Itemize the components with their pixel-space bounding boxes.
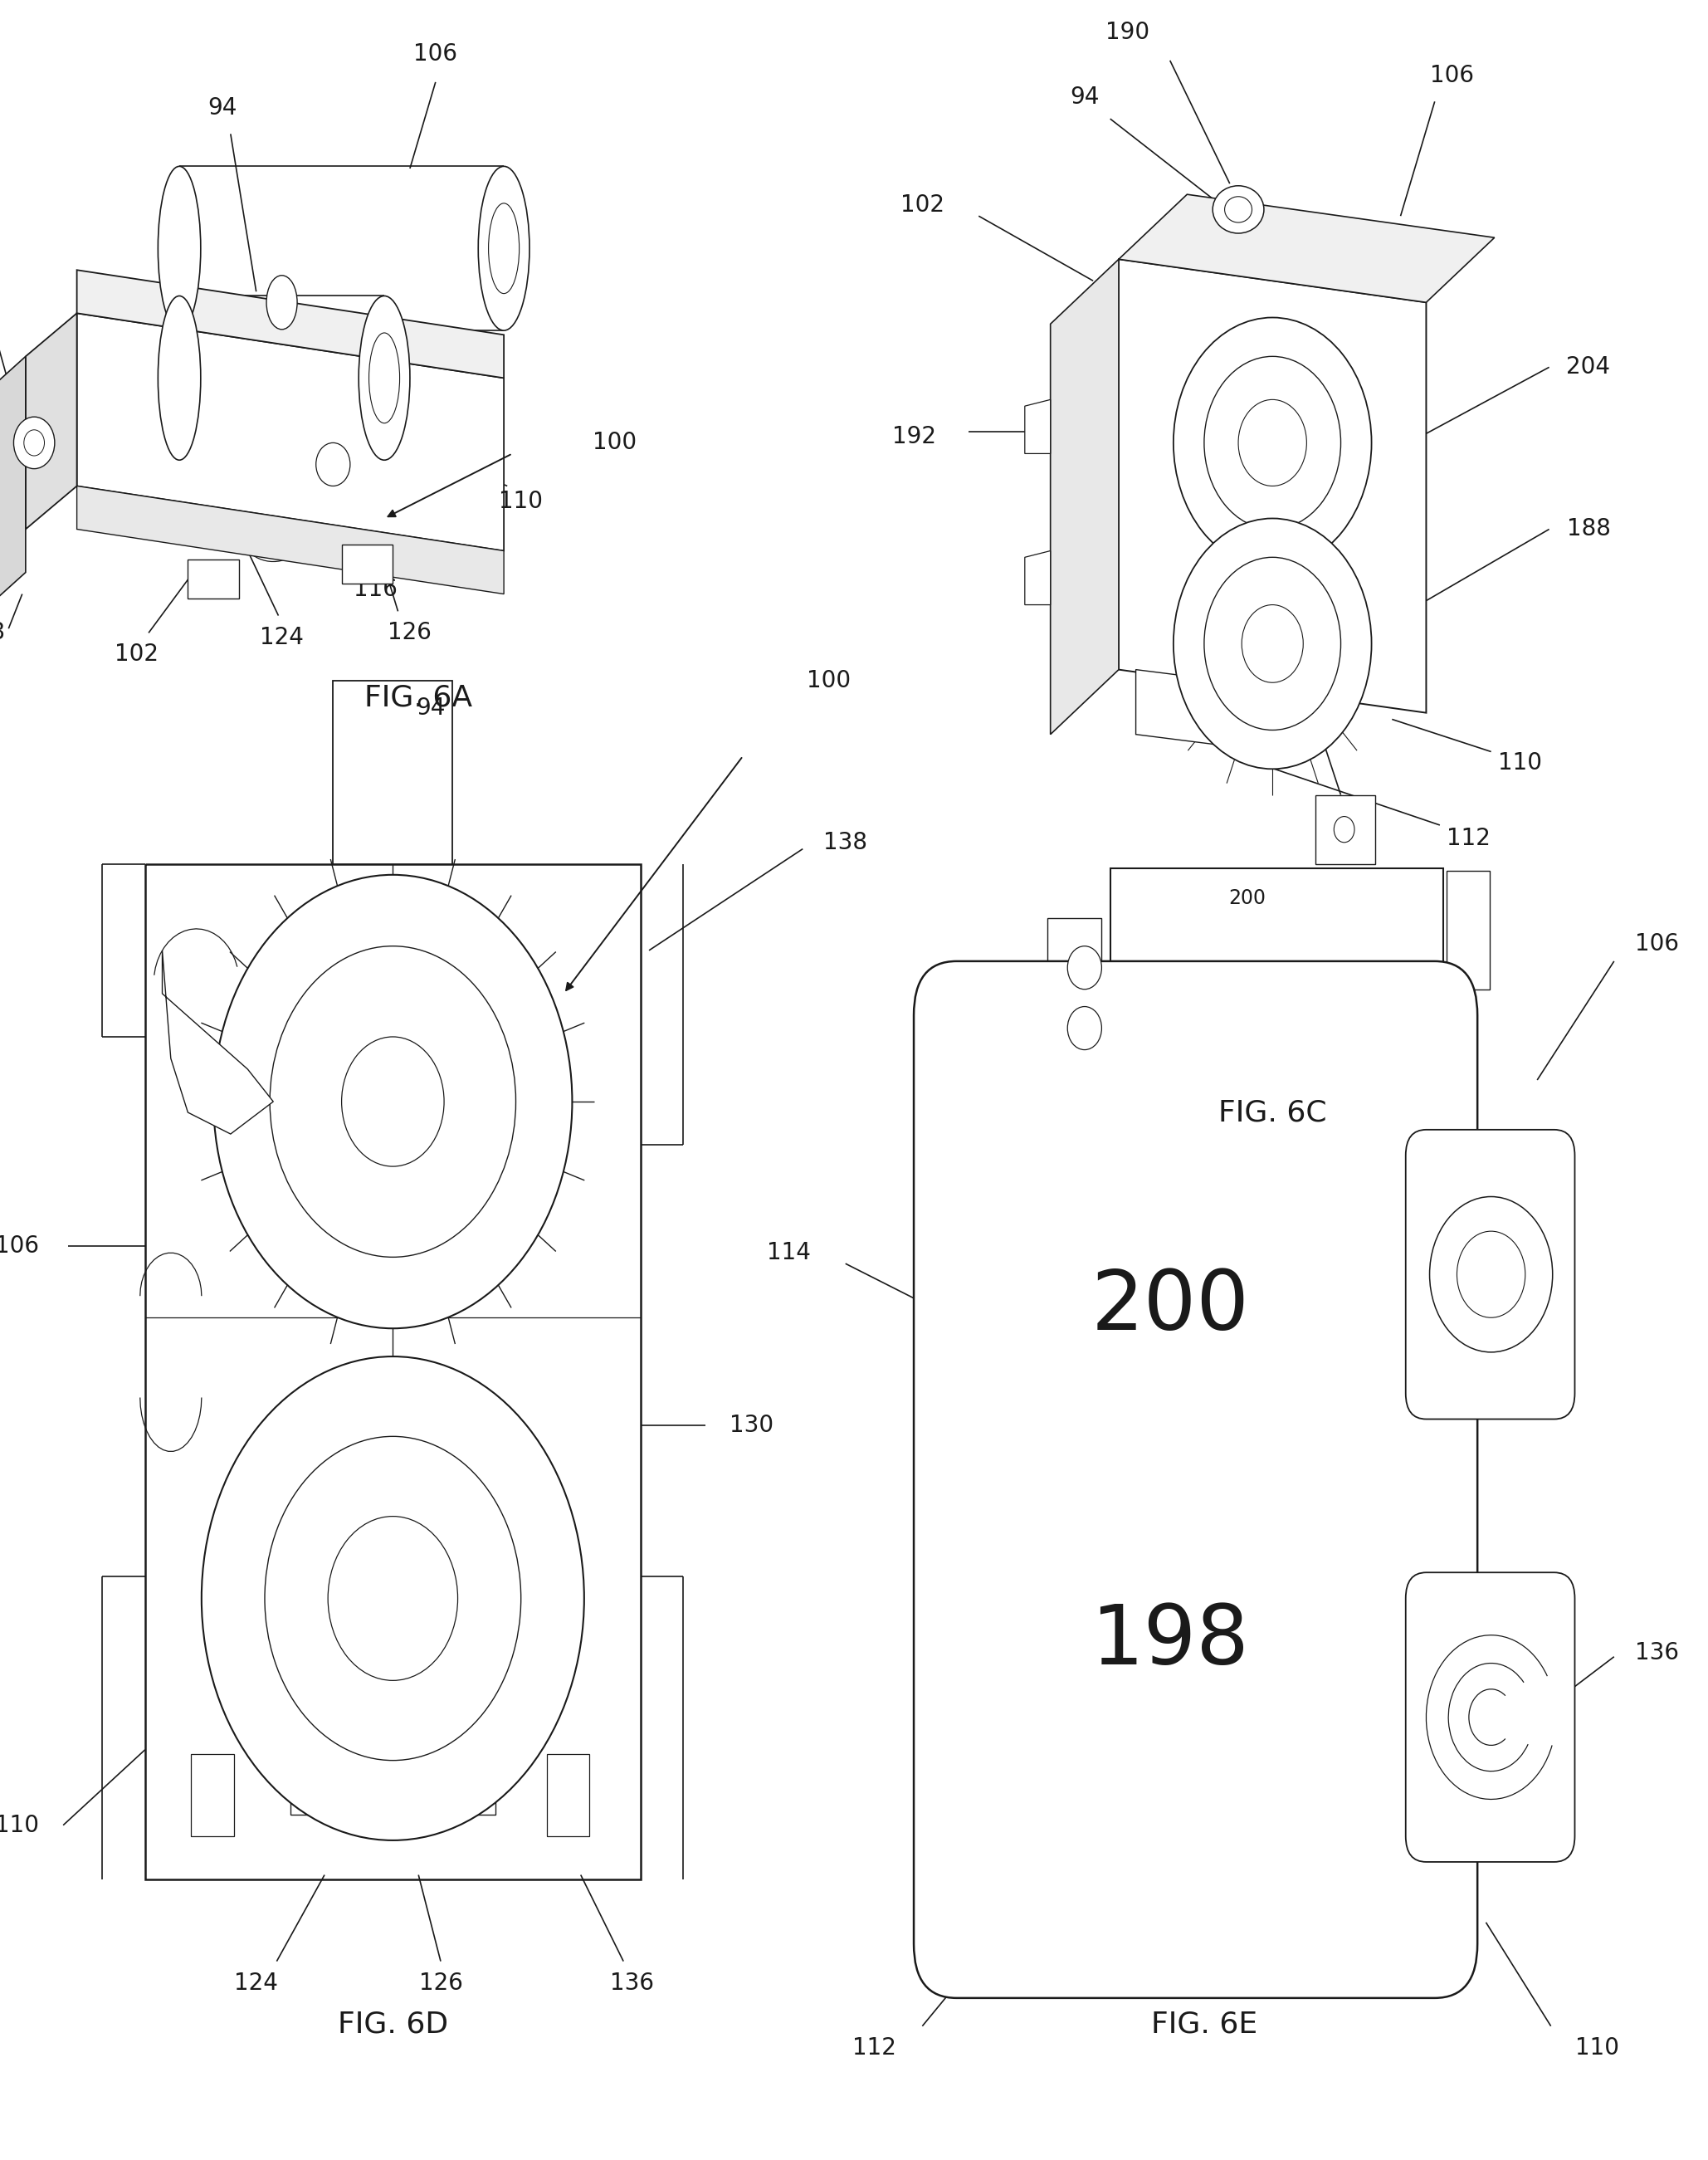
Circle shape	[1173, 518, 1372, 769]
Text: 136: 136	[610, 1972, 654, 1994]
Text: 192: 192	[892, 426, 936, 447]
Circle shape	[24, 430, 44, 456]
FancyBboxPatch shape	[290, 1685, 495, 1814]
Text: 200: 200	[1091, 1266, 1249, 1348]
Circle shape	[342, 1037, 444, 1166]
FancyBboxPatch shape	[1406, 1130, 1575, 1419]
Text: 198: 198	[1228, 983, 1266, 1004]
Text: 136: 136	[1635, 1642, 1679, 1663]
Text: 112: 112	[1242, 680, 1286, 702]
Text: FIG. 6D: FIG. 6D	[338, 2009, 447, 2039]
Polygon shape	[1025, 551, 1050, 605]
Text: 114: 114	[767, 1242, 811, 1264]
Circle shape	[1238, 400, 1307, 486]
Ellipse shape	[488, 203, 519, 294]
FancyBboxPatch shape	[1315, 795, 1375, 864]
Circle shape	[1173, 318, 1372, 568]
Text: 110: 110	[499, 490, 543, 512]
Text: 126: 126	[418, 1972, 463, 1994]
FancyBboxPatch shape	[1406, 1572, 1575, 1862]
FancyBboxPatch shape	[1447, 870, 1489, 989]
Polygon shape	[1050, 259, 1119, 734]
Text: 110: 110	[0, 1814, 39, 1836]
Text: 94: 94	[207, 97, 237, 119]
Polygon shape	[26, 313, 77, 529]
Text: 108: 108	[0, 622, 5, 644]
Ellipse shape	[266, 276, 297, 330]
Text: 112: 112	[1447, 827, 1491, 849]
Polygon shape	[162, 950, 273, 1134]
Text: 138: 138	[823, 832, 868, 853]
Circle shape	[1242, 605, 1303, 683]
FancyBboxPatch shape	[342, 544, 393, 583]
Ellipse shape	[478, 166, 529, 330]
Text: 190: 190	[1105, 22, 1149, 43]
Polygon shape	[1136, 670, 1307, 756]
Polygon shape	[77, 486, 504, 594]
Ellipse shape	[1225, 197, 1252, 222]
Text: 110: 110	[1575, 2037, 1619, 2058]
Circle shape	[1204, 356, 1341, 529]
Polygon shape	[77, 270, 504, 378]
Circle shape	[270, 946, 516, 1257]
Text: FIG. 6E: FIG. 6E	[1151, 2009, 1257, 2039]
Polygon shape	[1119, 259, 1426, 713]
Text: 102: 102	[114, 644, 159, 665]
Circle shape	[14, 417, 55, 469]
Circle shape	[1068, 946, 1102, 989]
Polygon shape	[0, 356, 26, 626]
Text: 106: 106	[0, 1236, 39, 1257]
Circle shape	[265, 1436, 521, 1760]
Text: 94: 94	[415, 698, 446, 719]
Circle shape	[316, 443, 350, 486]
FancyBboxPatch shape	[191, 1754, 234, 1836]
Circle shape	[1430, 1197, 1553, 1352]
Text: 110: 110	[1498, 752, 1542, 773]
Text: 204: 204	[1566, 356, 1611, 378]
Text: 112: 112	[852, 2037, 897, 2058]
Circle shape	[1334, 816, 1354, 842]
Circle shape	[1204, 557, 1341, 730]
Polygon shape	[1025, 400, 1050, 454]
Text: 100: 100	[593, 432, 637, 454]
Ellipse shape	[157, 296, 202, 460]
Text: 188: 188	[1566, 518, 1611, 540]
FancyBboxPatch shape	[333, 680, 453, 864]
Text: 100: 100	[806, 670, 851, 691]
Text: 200: 200	[1228, 888, 1266, 909]
Circle shape	[214, 875, 572, 1328]
Circle shape	[1457, 1231, 1525, 1318]
Circle shape	[202, 1356, 584, 1840]
Text: 102: 102	[900, 194, 945, 216]
Text: 116: 116	[354, 579, 398, 600]
Text: 126: 126	[388, 622, 432, 644]
Text: 124: 124	[260, 626, 304, 648]
Text: 130: 130	[729, 1415, 774, 1436]
FancyBboxPatch shape	[188, 559, 239, 598]
Text: FIG. 6C: FIG. 6C	[1218, 1097, 1327, 1128]
Text: 106: 106	[1635, 933, 1679, 955]
Polygon shape	[1119, 194, 1494, 302]
Text: FIG. 6A: FIG. 6A	[364, 683, 473, 713]
Text: 198: 198	[1091, 1601, 1249, 1683]
Text: 94: 94	[1069, 86, 1100, 108]
FancyBboxPatch shape	[547, 1754, 589, 1836]
Text: 106: 106	[1430, 65, 1474, 86]
FancyBboxPatch shape	[1110, 868, 1443, 1076]
Text: 106: 106	[413, 43, 458, 65]
FancyBboxPatch shape	[1047, 918, 1102, 1043]
Ellipse shape	[1213, 186, 1264, 233]
Circle shape	[328, 1516, 458, 1680]
Ellipse shape	[369, 333, 400, 423]
Ellipse shape	[359, 296, 410, 460]
Circle shape	[1068, 1007, 1102, 1050]
Text: 124: 124	[234, 1972, 278, 1994]
FancyBboxPatch shape	[914, 961, 1477, 1998]
Polygon shape	[77, 313, 504, 551]
Ellipse shape	[157, 166, 202, 330]
Text: FIG. 6B: FIG. 6B	[1201, 683, 1310, 713]
